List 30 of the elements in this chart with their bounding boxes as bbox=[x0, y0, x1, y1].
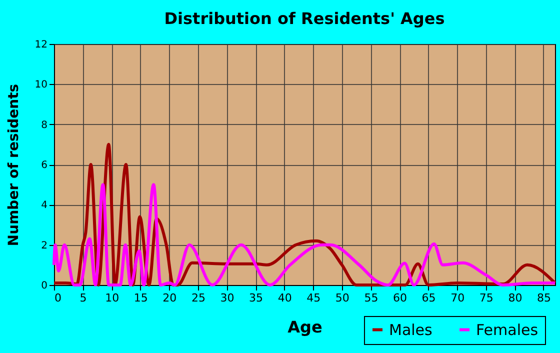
x-tick-label: 45 bbox=[306, 292, 321, 304]
chart-title: Distribution of Residents' Ages bbox=[164, 9, 445, 28]
x-tick-label: 65 bbox=[422, 292, 436, 304]
y-tick-label: 12 bbox=[34, 40, 48, 50]
y-tick-label: 6 bbox=[41, 160, 48, 171]
x-tick-label: 55 bbox=[364, 292, 378, 304]
y-tick-label: 2 bbox=[41, 240, 48, 252]
y-tick-label: 0 bbox=[41, 280, 48, 292]
x-tick-label: 0 bbox=[54, 292, 62, 304]
x-tick-label: 35 bbox=[249, 292, 264, 304]
legend-label: Females bbox=[476, 320, 538, 339]
x-tick-label: 70 bbox=[450, 292, 465, 304]
y-tick-label: 4 bbox=[41, 200, 48, 212]
x-tick-label: 85 bbox=[536, 292, 551, 304]
x-tick-label: 30 bbox=[220, 292, 234, 304]
x-tick-label: 25 bbox=[191, 292, 206, 304]
x-tick-label: 75 bbox=[479, 292, 494, 304]
x-tick-label: 50 bbox=[335, 292, 350, 304]
y-axis-title: Number of residents bbox=[6, 84, 22, 246]
x-tick-label: 20 bbox=[162, 292, 177, 304]
legend-label: Males bbox=[389, 320, 433, 339]
y-tick-label: 8 bbox=[41, 120, 48, 131]
x-tick-label: 10 bbox=[105, 292, 120, 304]
x-tick-label: 15 bbox=[134, 292, 148, 304]
x-tick-label: 5 bbox=[80, 292, 87, 304]
y-tick-label: 10 bbox=[34, 80, 48, 91]
x-tick-label: 80 bbox=[508, 292, 522, 304]
x-tick-label: 60 bbox=[393, 292, 408, 304]
x-tick-label: 40 bbox=[278, 292, 292, 304]
x-axis-title: Age bbox=[288, 318, 322, 336]
